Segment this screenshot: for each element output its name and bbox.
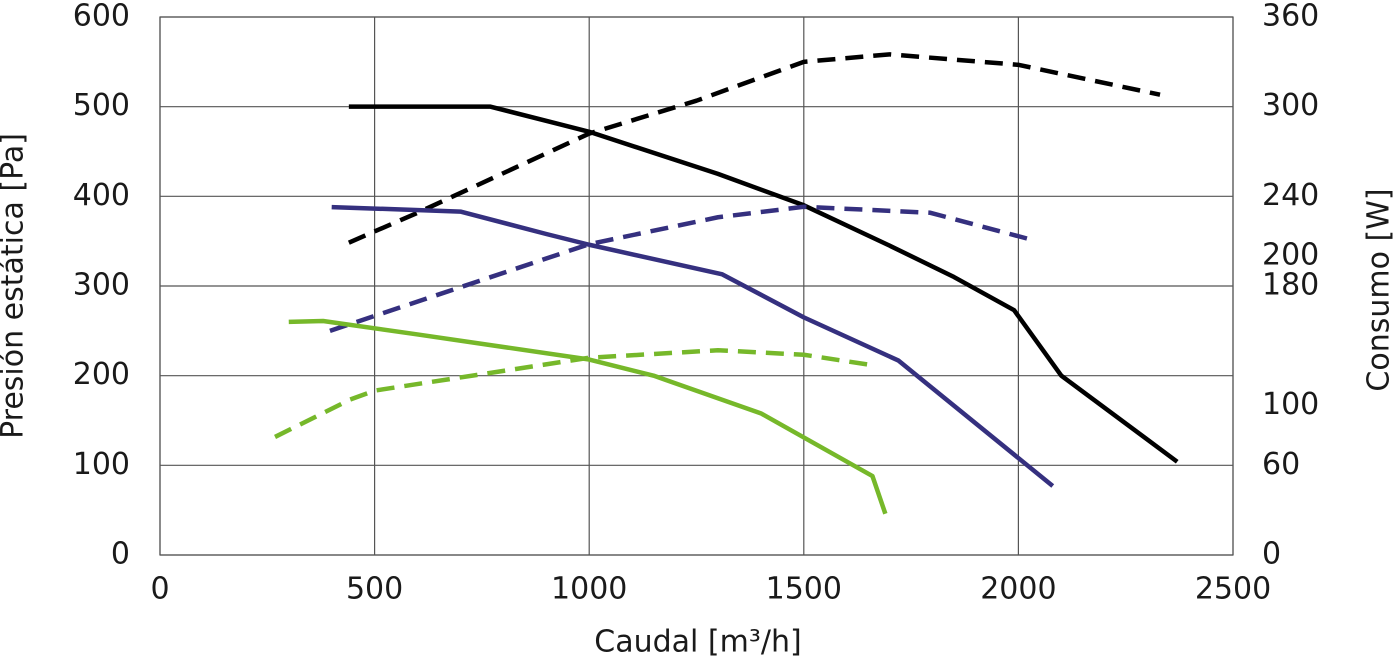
y-axis-label: Presión estática [Pa]	[0, 133, 31, 439]
series-line	[348, 104, 1179, 464]
x-tick-label: 2000	[980, 572, 1056, 607]
y2-tick-label: 300	[1262, 88, 1319, 123]
y2-tick-label: 100	[1262, 387, 1319, 422]
x-axis-label: Caudal [m³/h]	[594, 625, 801, 660]
y-tick-label: 100	[73, 447, 130, 482]
x-tick-label: 1500	[766, 572, 842, 607]
y-tick-label: 0	[111, 537, 130, 572]
series-line	[347, 52, 1161, 245]
x-tick-label: 0	[150, 572, 169, 607]
x-tick-label: 1000	[551, 572, 627, 607]
series-line	[274, 348, 873, 439]
y2-tick-label: 200	[1262, 238, 1319, 273]
y2-tick-label: 180	[1262, 268, 1319, 303]
y2-tick-label: 60	[1262, 447, 1300, 482]
y-tick-label: 500	[73, 88, 130, 123]
y2-tick-label: 0	[1262, 537, 1281, 572]
y-tick-label: 600	[73, 0, 130, 34]
x-tick-label: 500	[346, 572, 403, 607]
series-line	[331, 204, 1055, 488]
y2-axis-label: Consumo [W]	[1362, 188, 1396, 391]
y-tick-label: 300	[73, 268, 130, 303]
y-tick-label: 400	[73, 178, 130, 213]
x-tick-label: 2500	[1195, 572, 1271, 607]
y2-tick-label: 360	[1262, 0, 1319, 34]
series-line	[329, 204, 1032, 333]
series-line	[288, 318, 888, 515]
y-tick-label: 200	[73, 357, 130, 392]
y2-tick-label: 240	[1262, 178, 1319, 213]
